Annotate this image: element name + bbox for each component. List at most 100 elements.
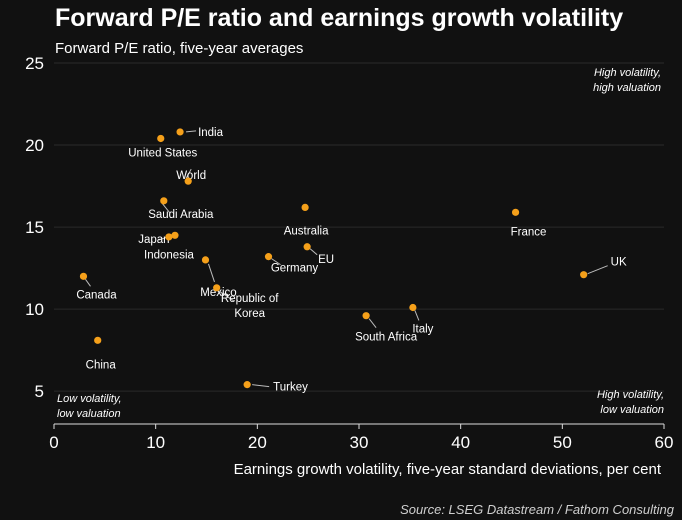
scatter-point <box>213 284 221 292</box>
scatter-point <box>171 231 179 239</box>
label-leader-line <box>158 237 166 241</box>
label-leader-line <box>208 263 215 283</box>
label-leader-line <box>161 202 171 214</box>
label-leader-line <box>252 384 270 388</box>
point-label-line: Canada <box>76 289 117 301</box>
scatter-point <box>243 381 251 389</box>
y-tick-label: 20 <box>25 136 44 155</box>
label-leader-line <box>587 265 608 275</box>
x-tick-label: 60 <box>655 433 674 452</box>
scatter-point <box>94 336 102 344</box>
quadrant-label-bottom-right-line: low valuation <box>600 404 664 416</box>
point-label-line: Korea <box>234 308 265 320</box>
scatter-point <box>184 177 192 185</box>
point-label-line: Saudi Arabia <box>148 209 214 221</box>
point-label: China <box>86 359 117 371</box>
point-label: South Africa <box>355 332 418 344</box>
point-label: India <box>198 127 224 139</box>
point-label-line: United States <box>128 147 197 159</box>
x-tick-label: 20 <box>248 433 267 452</box>
point-label-line: EU <box>318 254 334 266</box>
x-tick-label: 40 <box>451 433 470 452</box>
point-label-line: South Africa <box>355 332 418 344</box>
scatter-point <box>201 256 210 264</box>
axes: 5 10 15 20 25 0 10 20 30 40 50 60 <box>25 54 673 452</box>
label-leader-line <box>368 318 377 329</box>
chart-subtitle: Forward P/E ratio, five-year averages <box>55 40 303 57</box>
scatter-point <box>165 233 173 241</box>
point-label: Saudi Arabia <box>148 209 214 221</box>
label-leader-line <box>271 258 281 266</box>
label-leader-line <box>309 248 318 256</box>
quadrant-label-bottom-left-line: low valuation <box>57 408 121 420</box>
label-leader-line <box>218 290 234 302</box>
scatter-point <box>79 272 88 280</box>
point-label: Mexico <box>200 287 236 299</box>
grid-lines <box>54 62 664 392</box>
data-points <box>79 128 588 389</box>
source-note: Source: LSEG Datastream / Fathom Consult… <box>400 502 675 517</box>
point-label-line: UK <box>611 257 627 269</box>
scatter-point <box>264 253 273 261</box>
point-label: Republic of Korea <box>221 293 279 320</box>
y-tick-label: 15 <box>25 218 44 237</box>
point-label-line: Indonesia <box>144 249 194 261</box>
point-label: France <box>511 226 547 238</box>
point-label-line: Japan <box>138 234 169 246</box>
x-axis-label: Earnings growth volatility, five-year st… <box>234 461 662 478</box>
scatter-point <box>362 312 370 320</box>
scatter-point <box>409 303 417 312</box>
y-tick-label: 5 <box>35 382 44 401</box>
x-tick-label: 50 <box>553 433 572 452</box>
point-label: Germany <box>271 263 319 275</box>
label-leader-line <box>414 310 420 321</box>
point-label-line: Turkey <box>273 382 308 394</box>
y-tick-label: 10 <box>25 300 44 319</box>
point-label: UK <box>611 257 627 269</box>
point-label-line: India <box>198 127 224 139</box>
x-tick-label: 30 <box>350 433 369 452</box>
point-label-line: Republic of <box>221 293 279 305</box>
x-tick-label: 10 <box>146 433 165 452</box>
point-label: Canada <box>76 289 117 301</box>
point-label: Australia <box>284 225 329 237</box>
point-label-line: China <box>86 359 117 371</box>
point-label-line: Australia <box>284 225 329 237</box>
point-label: World <box>176 170 206 182</box>
quadrant-label-top-right-line: high valuation <box>593 82 661 94</box>
quadrant-label-bottom-left-line: Low volatility, <box>57 393 122 405</box>
point-label-line: France <box>511 226 547 238</box>
scatter-point <box>511 208 520 216</box>
point-label: Japan <box>138 234 169 246</box>
scatter-point <box>580 271 588 279</box>
quadrant-labels: High volatility, high valuation Low volati… <box>57 67 664 420</box>
quadrant-label-bottom-left: Low volatility, low valuation <box>57 393 122 420</box>
quadrant-label-top-right: High volatility, high valuation <box>593 67 661 94</box>
point-label-line: Germany <box>271 263 319 275</box>
point-label: Turkey <box>273 382 308 394</box>
quadrant-label-bottom-right: High volatility, low valuation <box>597 389 664 416</box>
quadrant-label-top-right-line: High volatility, <box>594 67 661 79</box>
label-leader-line <box>185 168 192 179</box>
point-label-line: World <box>176 170 206 182</box>
y-tick-label: 25 <box>25 54 44 73</box>
chart-title: Forward P/E ratio and earnings growth vo… <box>55 4 623 32</box>
quadrant-label-bottom-right-line: High volatility, <box>597 389 664 401</box>
point-label-line: Mexico <box>200 287 236 299</box>
x-tick-label: 0 <box>49 433 58 452</box>
scatter-point <box>303 243 311 251</box>
point-label: EU <box>318 254 334 266</box>
point-label: Italy <box>412 323 433 335</box>
point-label-line: Italy <box>412 323 433 335</box>
label-leader-line <box>85 279 91 287</box>
scatter-point <box>160 197 168 205</box>
label-leader-line <box>186 130 197 133</box>
point-label: United States <box>128 147 197 159</box>
scatter-point <box>301 203 309 211</box>
scatter-point <box>157 134 165 143</box>
point-label: Indonesia <box>144 249 194 261</box>
scatter-point <box>176 128 184 136</box>
